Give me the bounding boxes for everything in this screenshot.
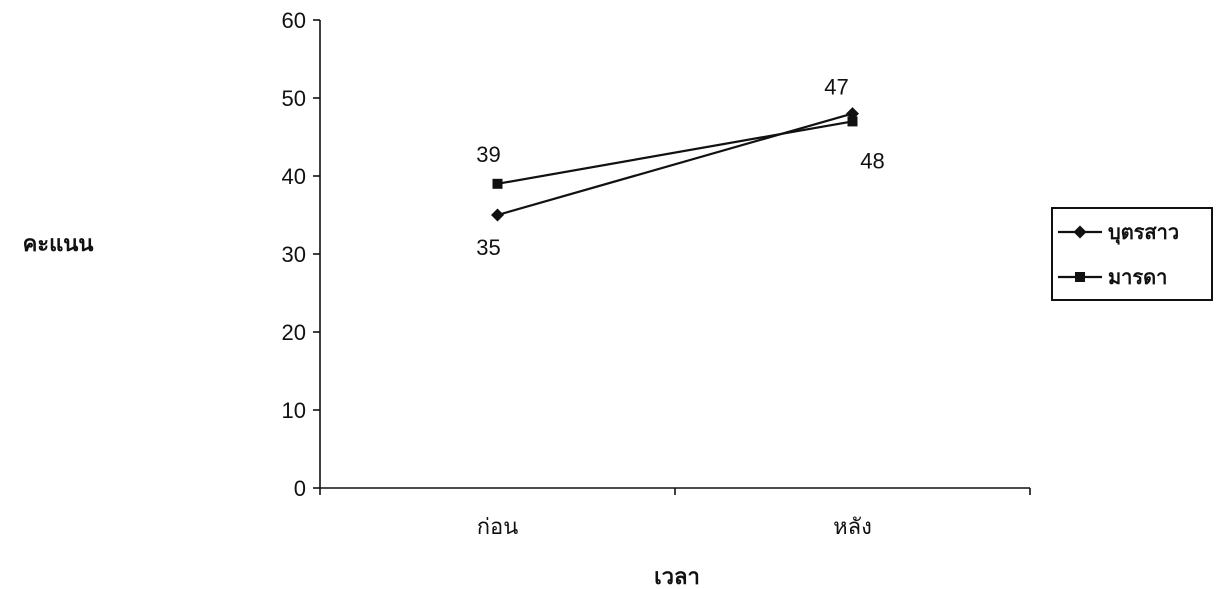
data-point-marker (491, 208, 504, 222)
x-tick-label: หลัง (833, 514, 872, 539)
x-tick-label: ก่อน (477, 514, 519, 539)
legend-label: บุตรสาว (1108, 222, 1179, 245)
y-axis: 0 10 20 30 40 50 60 (282, 8, 321, 501)
y-tick-label: 20 (282, 320, 306, 345)
legend-marker (1073, 225, 1087, 239)
data-label: 47 (824, 74, 848, 99)
legend-box (1051, 207, 1213, 301)
data-labels: 35 48 39 47 (476, 74, 884, 260)
data-label: 35 (476, 235, 500, 260)
legend-marker (1075, 272, 1085, 282)
series-group (491, 107, 859, 222)
y-tick-label: 0 (294, 476, 306, 501)
series-line-0 (497, 112, 853, 217)
data-label: 48 (860, 149, 884, 174)
y-axis-title: คะแนน (23, 231, 94, 256)
data-point-marker (847, 116, 858, 127)
x-axis: ก่อน หลัง (319, 487, 1031, 539)
y-tick-label: 50 (282, 86, 306, 111)
series-line-1 (497, 120, 853, 185)
y-tick-label: 60 (282, 8, 306, 33)
data-label: 39 (476, 142, 500, 167)
y-tick-label: 40 (282, 164, 306, 189)
y-tick-label: 10 (282, 398, 306, 423)
legend-label: มารดา (1108, 267, 1167, 289)
data-point-marker (492, 178, 503, 189)
x-axis-title: เวลา (654, 564, 700, 589)
y-tick-label: 30 (282, 242, 306, 267)
